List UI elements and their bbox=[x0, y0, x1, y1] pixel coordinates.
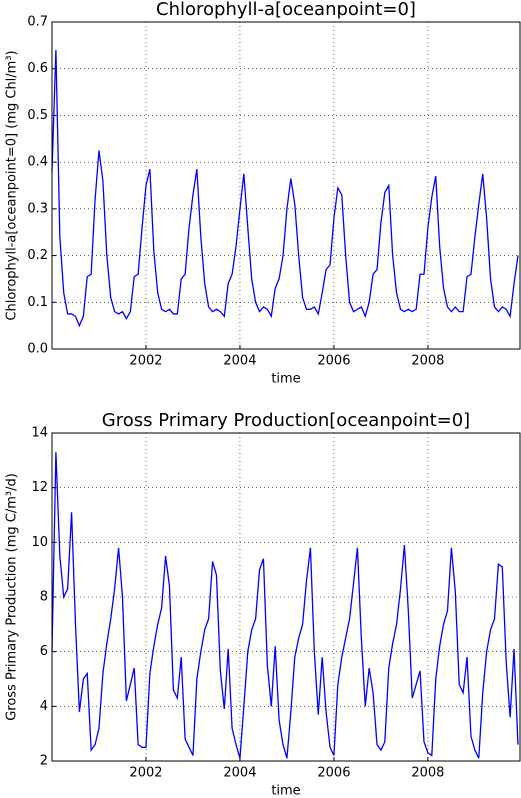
x-tick-label: 2004 bbox=[223, 766, 256, 781]
y-tick-label: 14 bbox=[31, 426, 48, 441]
y-tick-label: 6 bbox=[40, 644, 48, 659]
plot-area bbox=[52, 22, 520, 349]
y-tick-label: 10 bbox=[31, 535, 48, 550]
x-tick-label: 2006 bbox=[317, 766, 350, 781]
y-tick-label: 12 bbox=[31, 480, 48, 495]
x-tick-label: 2002 bbox=[129, 354, 162, 369]
plot-frame bbox=[51, 432, 521, 762]
plot-frame bbox=[51, 21, 521, 350]
y-tick-label: 8 bbox=[40, 590, 48, 605]
y-tick-label: 4 bbox=[40, 699, 48, 714]
x-tick-label: 2008 bbox=[411, 354, 444, 369]
y-tick-label: 0.7 bbox=[27, 15, 48, 30]
y-tick-label: 2 bbox=[40, 754, 48, 769]
y-tick-label: 0.1 bbox=[27, 295, 48, 310]
x-axis-label: time bbox=[271, 372, 300, 387]
chart-title: Gross Primary Production[oceanpoint=0] bbox=[102, 410, 470, 431]
y-tick-label: 0.4 bbox=[27, 155, 48, 170]
y-tick-label: 0.0 bbox=[27, 342, 48, 357]
x-tick-label: 2004 bbox=[223, 354, 256, 369]
x-tick-label: 2002 bbox=[129, 766, 162, 781]
data-line bbox=[51, 50, 519, 328]
data-line bbox=[51, 452, 519, 759]
y-axis-label: Gross Primary Production (mg C/m³/d) bbox=[5, 473, 20, 721]
y-axis-label: Chlorophyll-a[oceanpoint=0] (mg Chl/m³) bbox=[5, 50, 20, 320]
plot-area bbox=[52, 433, 520, 761]
x-tick-label: 2008 bbox=[411, 766, 444, 781]
chart-title: Chlorophyll-a[oceanpoint=0] bbox=[156, 0, 416, 20]
y-tick-label: 0.2 bbox=[27, 248, 48, 263]
x-axis-label: time bbox=[271, 784, 300, 798]
y-tick-label: 0.3 bbox=[27, 201, 48, 216]
y-tick-label: 0.5 bbox=[27, 108, 48, 123]
y-tick-label: 0.6 bbox=[27, 61, 48, 76]
x-tick-label: 2006 bbox=[317, 354, 350, 369]
